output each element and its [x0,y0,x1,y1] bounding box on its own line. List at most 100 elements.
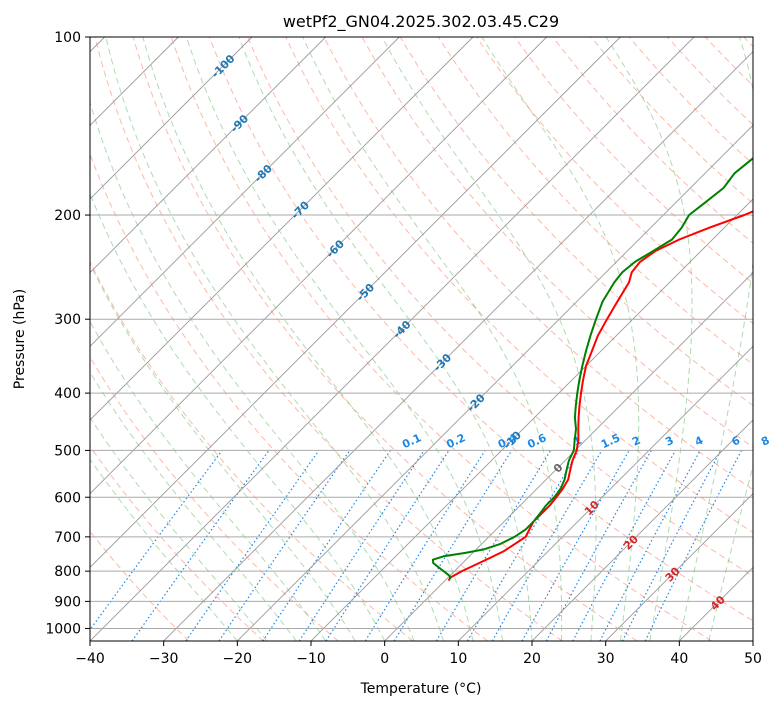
isotherm-label: -100 [209,52,238,81]
mixing-ratio-label: 0.6 [525,431,548,451]
dry-adiabat-line [590,37,753,205]
isotherm-label-group: -70 [289,198,312,221]
mixing-ratio-line [325,450,450,641]
y-tick-label: 1000 [45,621,81,637]
mixing-ratio-label-group: 0.6 [525,431,548,451]
mixing-ratio-label-group: 1.5 [599,431,622,451]
mixing-ratio-line [644,450,743,641]
mixing-ratio-line [393,450,513,641]
mixing-ratio-label: 3 [663,434,675,449]
isotherm-line [90,37,400,347]
isotherm-line [90,37,695,641]
mixing-ratio-line [521,450,630,641]
mixing-ratio-label: 0.2 [444,431,467,451]
moist-adiabat-line [481,37,640,641]
isotherm-label-group: -40 [390,318,413,341]
moist-adiabat-line [90,371,297,641]
isotherm-label: 30 [663,564,683,584]
isotherm-line [163,51,753,641]
moist-adiabat-line [90,320,327,641]
x-tick-label: 0 [380,651,389,667]
isotherm-label-group: 10 [582,498,602,518]
isotherm-line [679,566,753,641]
isotherm-label: -50 [354,281,377,304]
moist-adiabat-line [142,37,474,641]
mixing-ratio-line [491,450,603,641]
moist-adiabat-line [678,37,753,641]
dry-adiabat-line [399,37,753,407]
dry-adiabat-line [132,37,638,641]
plot-frame [89,36,754,642]
x-tick-label: 10 [449,651,467,667]
grid [90,37,753,641]
x-tick-label: 40 [670,651,688,667]
y-tick-label: 600 [54,490,81,506]
moist-adiabat-line [186,37,503,641]
isotherm-label: -70 [289,198,312,221]
isotherm-line [384,272,753,641]
isotherm-line [90,37,326,274]
x-tick-label: −10 [296,651,326,667]
y-tick-label: 100 [54,30,81,46]
dry-adiabat-line [90,260,414,641]
dry-adiabat-line [209,37,753,622]
mixing-ratio-label: 0.1 [400,431,423,451]
y-tick-label: 500 [54,443,81,459]
mixing-ratio-labels: 0.10.20.40.611.52346810131620253036 [400,431,771,451]
isotherm-label: -60 [324,237,347,260]
mixing-ratio-line [262,450,391,641]
dry-adiabat-line [90,445,264,641]
y-tick-label: 800 [54,564,81,580]
dry-adiabat-line [552,37,753,244]
mixing-ratio-line [131,450,270,641]
isotherm-label-group: 40 [708,593,728,613]
isotherm-label-group: -50 [354,281,377,304]
dry-adiabat-line [323,37,753,491]
mixing-ratio-label-group: 8 [759,434,771,449]
moist-adiabat-line [708,464,753,641]
x-tick-label: −40 [75,651,105,667]
dry-adiabat-line [90,530,190,641]
isotherm-label: -80 [252,162,275,185]
mixing-ratio-line [435,450,552,641]
x-axis-title: Temperature (°C) [360,681,482,697]
isotherm-label-group: -90 [228,112,251,135]
isotherm-label-group: -80 [252,162,275,185]
isotherm-label-group: -60 [324,237,347,260]
moist-adiabat-line [238,37,533,641]
x-axis: −40 −30 −20 −10 0 10 20 30 40 50 [75,641,762,667]
isotherm-label-group: -100 [209,52,238,81]
mixing-ratio-label-group: 0.1 [400,431,423,451]
moist-adiabat-line [105,37,445,641]
isotherm-label: -90 [228,112,251,135]
isotherm-label: 0 [551,461,566,476]
series [431,157,753,582]
dry-adiabat-line [628,37,753,165]
mixing-ratio-label: 1.5 [599,431,622,451]
mixing-ratio-line [599,450,701,641]
mixing-ratio-line [545,450,652,641]
y-tick-label: 400 [54,386,81,402]
x-tick-label: 30 [597,651,615,667]
temperature-profile-line [447,210,753,582]
y-tick-label: 900 [54,594,81,610]
dry-adiabat-line [705,37,753,87]
dry-adiabat-line [667,37,753,126]
mixing-ratio-label: 8 [759,434,771,449]
moist-adiabat-line [381,37,597,641]
isotherm-line [90,37,253,200]
isotherm-line [90,37,547,495]
background-lines [90,37,753,641]
mixing-ratio-label-group: 4 [693,434,706,449]
isotherm-line [458,345,753,641]
isotherm-line [90,37,621,568]
isotherm-line [90,37,474,421]
isotherm-line [605,493,753,641]
y-axis-title: Pressure (hPa) [12,289,28,389]
moist-adiabat-line [90,416,268,641]
mixing-ratio-line [90,450,223,631]
isotherm-label-group: 0 [551,461,566,476]
isotherm-label: 10 [582,498,602,518]
isotherm-label: 40 [708,593,728,613]
